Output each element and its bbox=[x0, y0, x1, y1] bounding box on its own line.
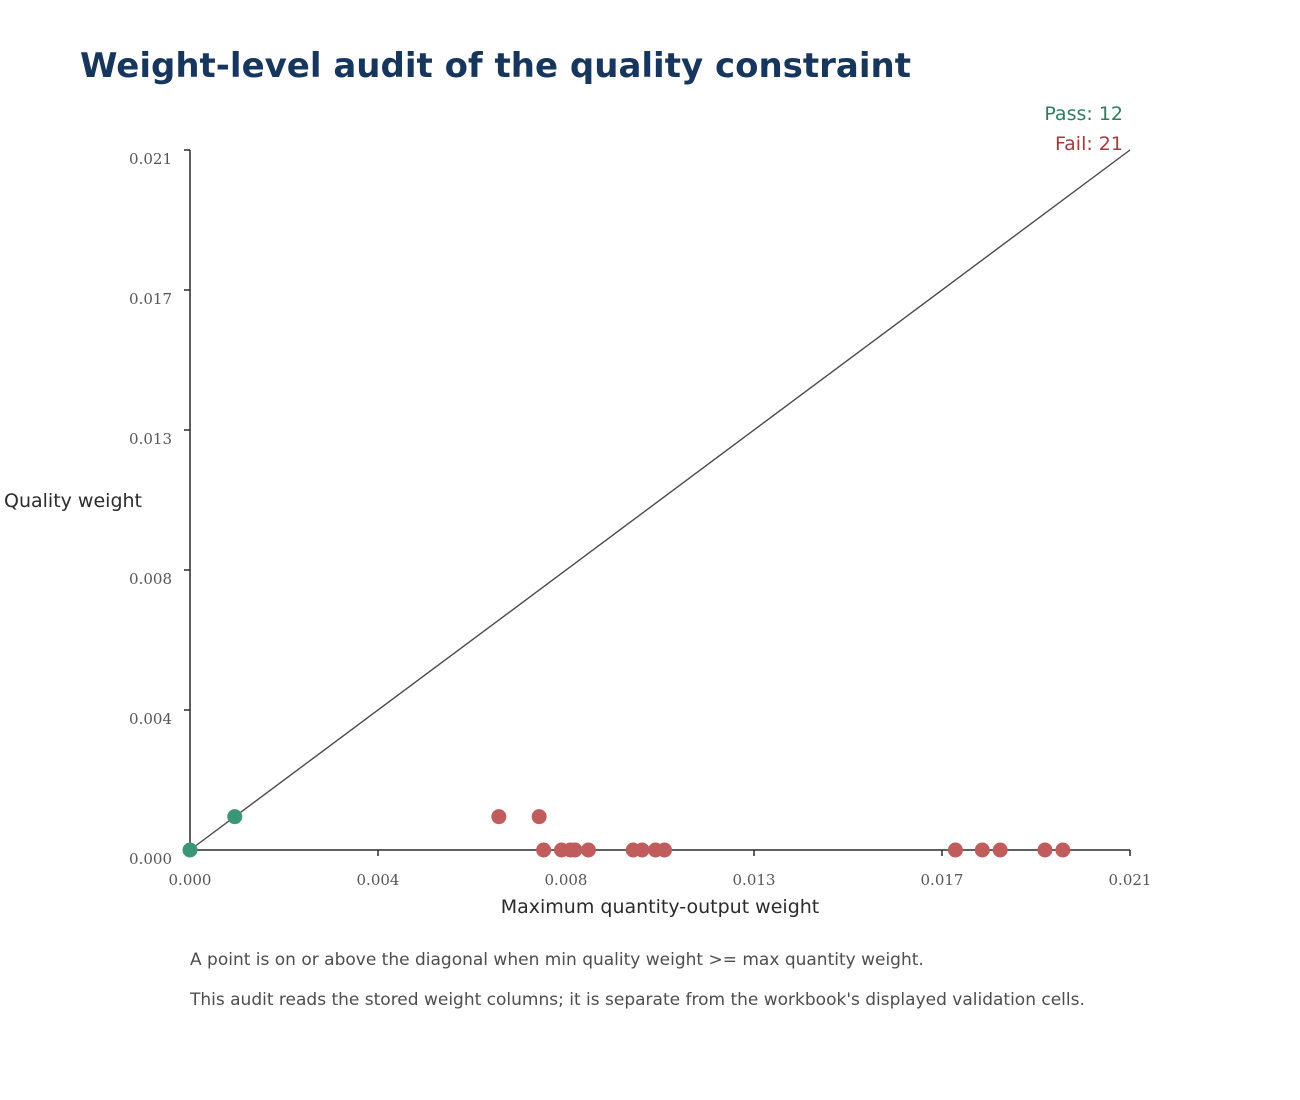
pass-point bbox=[182, 842, 198, 858]
y-axis-title: Quality weight bbox=[4, 490, 142, 512]
fail-point bbox=[531, 809, 547, 825]
x-axis-title: Maximum quantity-output weight bbox=[501, 896, 820, 918]
y-tick-label: 0.021 bbox=[129, 150, 172, 168]
fail-point bbox=[536, 842, 552, 858]
y-tick-label: 0.004 bbox=[129, 710, 172, 728]
fail-point bbox=[580, 842, 596, 858]
footnote-diagonal-rule: A point is on or above the diagonal when… bbox=[190, 950, 924, 970]
fail-point bbox=[567, 842, 583, 858]
fail-point bbox=[656, 842, 672, 858]
x-tick-label: 0.008 bbox=[545, 871, 588, 889]
pass-point bbox=[227, 809, 243, 825]
x-tick-label: 0.021 bbox=[1109, 871, 1152, 889]
y-tick-label: 0.008 bbox=[129, 570, 172, 588]
x-tick-label: 0.000 bbox=[169, 871, 212, 889]
fail-count-label: Fail: 21 bbox=[1055, 133, 1123, 155]
pass-count-label: Pass: 12 bbox=[1044, 103, 1123, 125]
y-tick-label: 0.013 bbox=[129, 430, 172, 448]
fail-point bbox=[947, 842, 963, 858]
y-tick-label: 0.017 bbox=[129, 290, 172, 308]
axes: 0.000 0.004 0.008 0.013 0.017 0.021 0.000 0.004… bbox=[129, 149, 1152, 889]
data-points bbox=[182, 809, 1071, 858]
footnote-audit-source: This audit reads the stored weight colum… bbox=[190, 990, 1085, 1010]
fail-point bbox=[491, 809, 507, 825]
fail-point bbox=[1037, 842, 1053, 858]
x-tick-label: 0.017 bbox=[921, 871, 964, 889]
y-tick-label: 0.000 bbox=[129, 850, 172, 868]
fail-point bbox=[992, 842, 1008, 858]
chart-title: Weight-level audit of the quality constr… bbox=[80, 46, 911, 86]
fail-point bbox=[1055, 842, 1071, 858]
diagonal-reference-line bbox=[189, 149, 1131, 851]
fail-point bbox=[974, 842, 990, 858]
fail-point bbox=[634, 842, 650, 858]
x-tick-label: 0.004 bbox=[357, 871, 400, 889]
x-tick-label: 0.013 bbox=[733, 871, 776, 889]
